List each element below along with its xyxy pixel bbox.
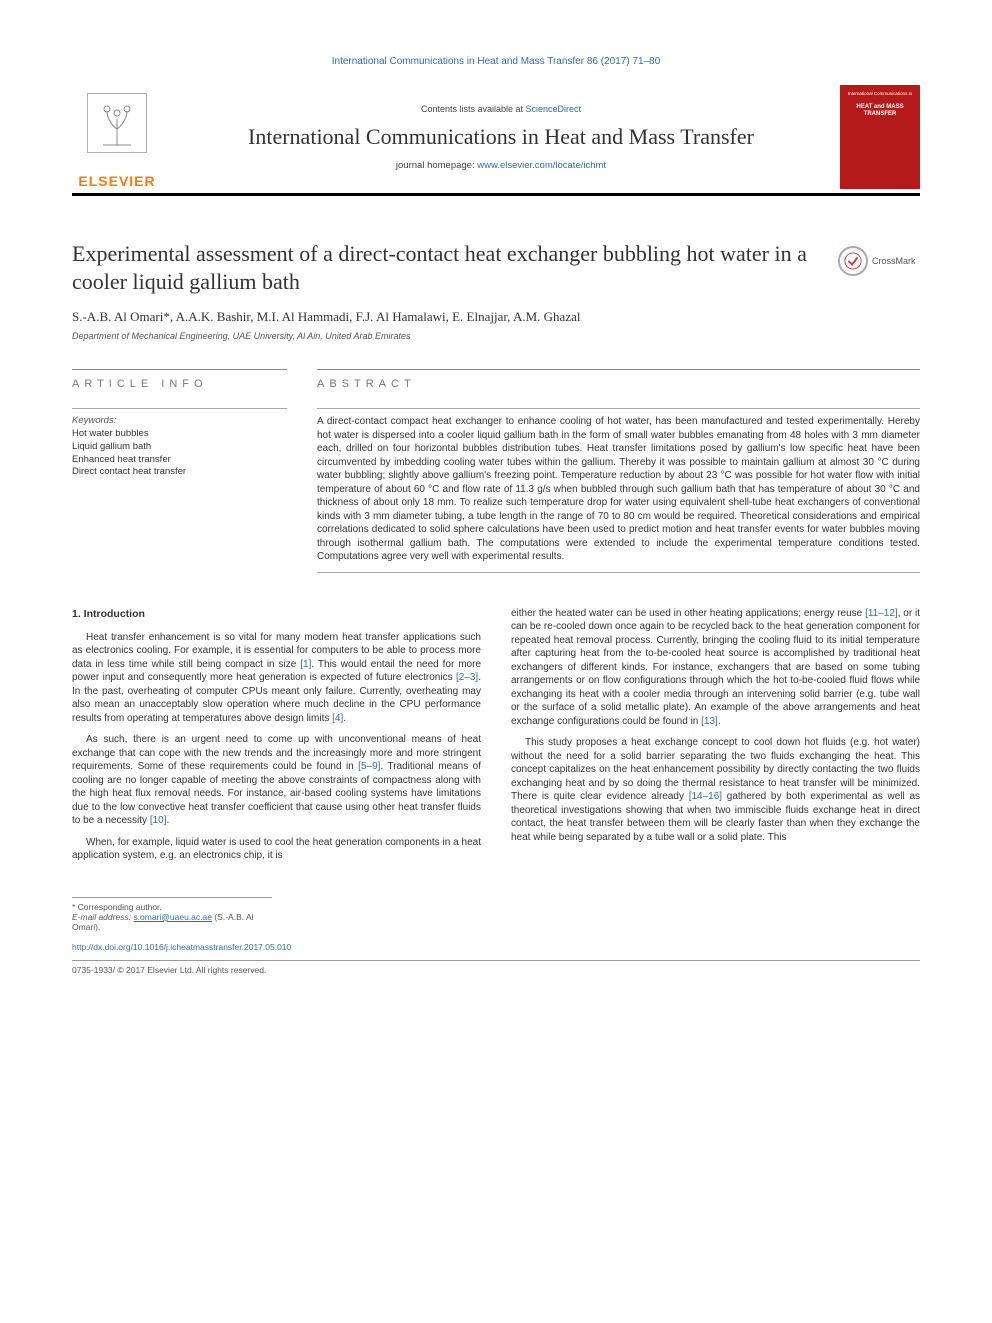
paragraph: This study proposes a heat exchange conc… (511, 736, 920, 844)
publisher-logo-icon (87, 93, 147, 153)
keyword: Hot water bubbles (72, 428, 287, 441)
publisher-name: ELSEVIER (78, 173, 155, 189)
body-columns: 1. Introduction Heat transfer enhancemen… (72, 607, 920, 871)
authors: S.-A.B. Al Omari*, A.A.K. Bashir, M.I. A… (72, 309, 920, 325)
email-label: E-mail address: (72, 912, 133, 922)
keywords-list: Hot water bubbles Liquid gallium bath En… (72, 428, 287, 479)
section-heading: 1. Introduction (72, 607, 481, 621)
email-link[interactable]: s.omari@uaeu.ac.ae (133, 912, 212, 922)
masthead-center: Contents lists available at ScienceDirec… (162, 85, 840, 189)
homepage-prefix: journal homepage: (396, 160, 477, 171)
paragraph: As such, there is an urgent need to come… (72, 733, 481, 828)
right-column: either the heated water can be used in o… (511, 607, 920, 871)
keywords-label: Keywords: (72, 408, 287, 426)
masthead: ELSEVIER Contents lists available at Sci… (72, 85, 920, 196)
paragraph: Heat transfer enhancement is so vital fo… (72, 631, 481, 726)
cover-supertitle: International Communications in (844, 91, 916, 96)
corresponding-author-note: * Corresponding author. (72, 902, 272, 912)
sciencedirect-link[interactable]: ScienceDirect (526, 104, 582, 114)
affiliation: Department of Mechanical Engineering, UA… (72, 331, 920, 341)
publisher-box: ELSEVIER (72, 85, 162, 189)
article-info-heading: ARTICLE INFO (72, 369, 287, 390)
footnotes: * Corresponding author. E-mail address: … (72, 897, 272, 932)
contents-line: Contents lists available at ScienceDirec… (421, 104, 581, 114)
article-head: Experimental assessment of a direct-cont… (72, 240, 920, 295)
doi-link[interactable]: http://dx.doi.org/10.1016/j.icheatmasstr… (72, 942, 920, 952)
homepage-link[interactable]: www.elsevier.com/locate/ichmt (477, 160, 606, 171)
keyword: Liquid gallium bath (72, 441, 287, 454)
copyright: 0735-1933/ © 2017 Elsevier Ltd. All righ… (72, 960, 920, 975)
article-title: Experimental assessment of a direct-cont… (72, 240, 838, 295)
crossmark-badge[interactable]: CrossMark (838, 240, 920, 282)
homepage-line: journal homepage: www.elsevier.com/locat… (396, 160, 606, 171)
keyword: Enhanced heat transfer (72, 454, 287, 467)
abstract-heading: ABSTRACT (317, 369, 920, 390)
email-line: E-mail address: s.omari@uaeu.ac.ae (S.-A… (72, 912, 272, 932)
cover-title: HEAT and MASS TRANSFER (844, 104, 916, 117)
journal-name: International Communications in Heat and… (248, 124, 754, 150)
running-head: International Communications in Heat and… (72, 56, 920, 67)
abstract-column: ABSTRACT A direct-contact compact heat e… (317, 369, 920, 573)
paragraph: When, for example, liquid water is used … (72, 836, 481, 863)
journal-cover-thumb: International Communications in HEAT and… (840, 85, 920, 189)
left-column: 1. Introduction Heat transfer enhancemen… (72, 607, 481, 871)
crossmark-label: CrossMark (872, 256, 916, 266)
keyword: Direct contact heat transfer (72, 466, 287, 479)
abstract-text: A direct-contact compact heat exchanger … (317, 408, 920, 573)
info-abstract-row: ARTICLE INFO Keywords: Hot water bubbles… (72, 369, 920, 573)
paragraph: either the heated water can be used in o… (511, 607, 920, 729)
contents-prefix: Contents lists available at (421, 104, 526, 114)
crossmark-icon (838, 246, 868, 276)
page: International Communications in Heat and… (0, 0, 992, 1015)
article-info: ARTICLE INFO Keywords: Hot water bubbles… (72, 369, 287, 573)
